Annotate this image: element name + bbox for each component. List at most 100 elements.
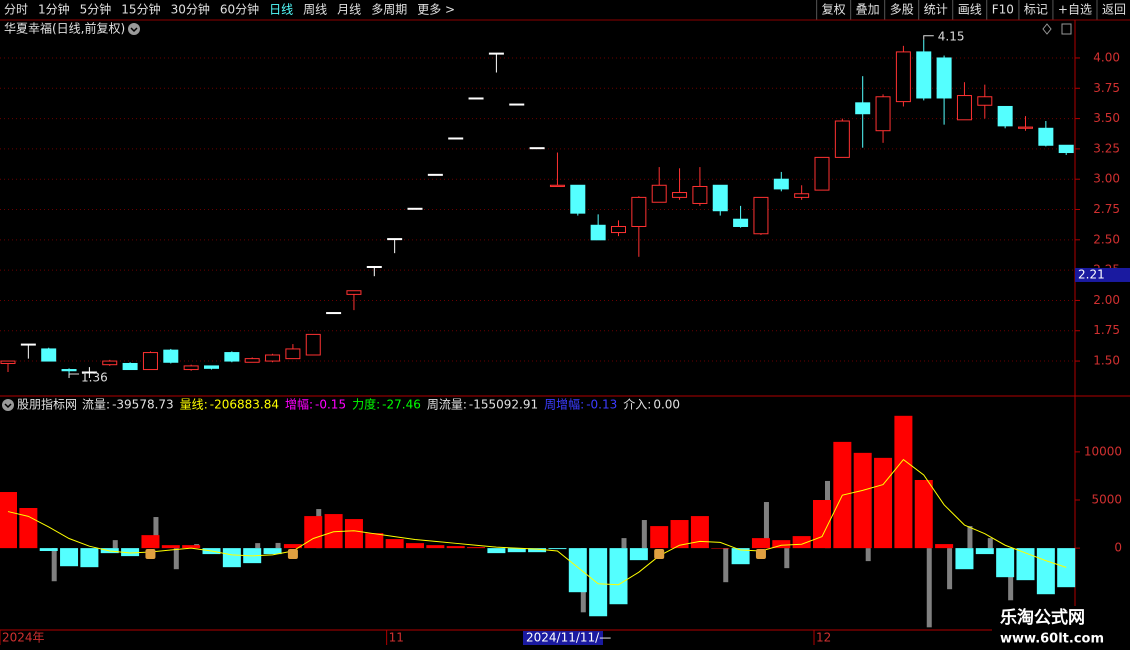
thin-bar <box>112 540 118 549</box>
legend-colon: : <box>309 398 313 412</box>
candle-body <box>570 184 586 214</box>
bar <box>650 526 669 549</box>
toolbar-button[interactable]: 叠加 <box>856 3 880 17</box>
bar <box>406 543 424 549</box>
bar <box>568 548 587 593</box>
toolbar-button[interactable]: 分时 <box>4 3 28 17</box>
icon-window[interactable] <box>1061 23 1072 35</box>
toolbar-button[interactable]: 日线 <box>269 3 293 17</box>
candle-body <box>956 95 972 121</box>
candle-body <box>672 192 688 198</box>
bar <box>1036 548 1055 595</box>
thin-bar <box>275 542 281 549</box>
candle-body <box>285 348 301 360</box>
toolbar-button[interactable]: 多周期 <box>371 3 407 17</box>
candle-body <box>631 196 647 227</box>
bar <box>792 536 811 549</box>
min-price-label: 1.36 <box>81 371 108 385</box>
candle-body <box>366 265 382 268</box>
cursor-date-box <box>523 631 603 645</box>
signal-icon <box>145 549 156 559</box>
dropdown-arrow <box>130 27 138 33</box>
toolbar-button[interactable]: 多股 <box>890 3 914 17</box>
candle-body <box>549 184 565 187</box>
signal-icon <box>755 549 766 559</box>
toolbar-button[interactable]: 15分钟 <box>121 2 160 17</box>
bar <box>528 548 547 553</box>
max-marker <box>923 35 934 40</box>
candle-body <box>142 352 158 371</box>
y-tick-label: 0 <box>1114 541 1122 555</box>
bar <box>121 548 140 557</box>
x-tick-label: 2024年 <box>2 631 45 645</box>
candle-body <box>346 290 362 295</box>
toolbar-button[interactable]: 更多 > <box>417 3 455 17</box>
bar <box>711 548 730 549</box>
bar <box>487 548 506 554</box>
bar <box>609 548 628 605</box>
toolbar-button[interactable]: 标记 <box>1024 3 1048 17</box>
toolbar: 分时 1分钟 5分钟 15分钟 30分钟 60分钟 日线 周线 月线 多周期 更多 > 返回 +自选标记… <box>4 0 1126 20</box>
bar <box>39 548 58 552</box>
toolbar-button[interactable]: +自选 <box>1058 3 1092 17</box>
thin-bar <box>641 520 647 549</box>
bar <box>324 514 343 549</box>
legend-colon: : <box>376 398 380 412</box>
toolbar-button[interactable]: 统计 <box>924 3 948 17</box>
bar <box>385 539 404 549</box>
toolbar-button[interactable]: 周线 <box>303 3 327 17</box>
legend-value: 0.00 <box>653 398 680 412</box>
y-tick-label: 2.50 <box>1093 232 1120 246</box>
toolbar-button[interactable]: F10 <box>992 3 1014 17</box>
x-tick-label: 12 <box>816 631 831 645</box>
toolbar-button[interactable]: 30分钟 <box>171 2 210 17</box>
y-tick-label: 3.25 <box>1093 141 1120 155</box>
toolbar-button[interactable]: 复权 <box>822 3 846 17</box>
legend-value: -206883.84 <box>210 398 279 412</box>
candle-body <box>183 365 199 371</box>
bar <box>772 540 791 549</box>
indicator-dropdown[interactable] <box>2 399 14 411</box>
thin-bar <box>621 538 627 549</box>
toolbar-button[interactable]: 画线 <box>958 3 982 17</box>
title-dropdown[interactable] <box>128 23 140 35</box>
candle-body <box>387 238 403 241</box>
legend-value: -0.13 <box>586 398 617 412</box>
toolbar-button[interactable]: 1分钟 <box>38 2 70 17</box>
bar <box>813 500 831 549</box>
candle-body <box>407 207 423 210</box>
candle-body <box>20 343 36 346</box>
legend-name: 周流量 <box>427 398 463 412</box>
candle-body <box>224 352 240 362</box>
candle-body <box>733 218 749 227</box>
candle-body <box>1018 126 1033 129</box>
candle-body <box>468 97 484 100</box>
candle-body <box>773 178 789 190</box>
signal-icon <box>287 549 298 559</box>
candle-body <box>814 156 830 191</box>
icon-diamond[interactable] <box>1042 23 1052 35</box>
bar <box>874 457 893 549</box>
cursor-price-box <box>1075 267 1130 282</box>
bar <box>60 548 79 567</box>
toolbar-button[interactable]: 返回 <box>1102 3 1126 17</box>
thin-bar <box>51 548 57 582</box>
thin-bar <box>987 538 993 549</box>
toolbar-button[interactable]: 5分钟 <box>80 2 112 17</box>
legend-name: 增幅 <box>285 397 309 412</box>
x-tick-label: 11 <box>389 631 404 645</box>
candle-body <box>855 102 871 115</box>
legend-colon: : <box>580 398 584 412</box>
candle-body <box>81 371 97 374</box>
candle-body <box>651 184 667 203</box>
toolbar-button[interactable]: 60分钟 <box>220 2 259 17</box>
candle-body <box>326 312 342 315</box>
bar <box>914 479 933 549</box>
candle-body <box>163 349 179 363</box>
legend-name: 流量 <box>82 398 106 412</box>
watermark-url: www.60lt.com <box>1000 632 1104 647</box>
thin-bar <box>723 548 729 583</box>
toolbar-button[interactable]: 月线 <box>337 3 361 17</box>
